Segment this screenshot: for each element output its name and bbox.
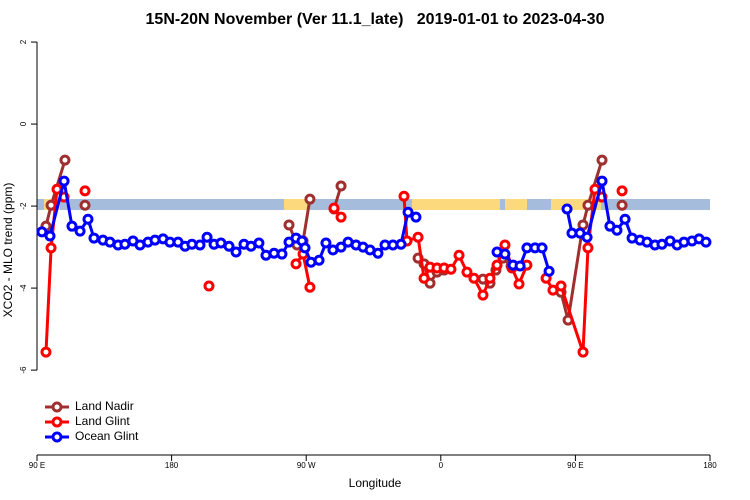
- point: [484, 272, 496, 284]
- point: [335, 180, 347, 192]
- point: [536, 242, 548, 254]
- y-axis-label: XCO2 - MLO trend (ppm): [1, 183, 15, 318]
- point: [499, 248, 511, 260]
- point: [283, 219, 295, 231]
- series: [36, 175, 712, 277]
- point: [223, 240, 235, 252]
- x-tick-label: 0: [439, 461, 444, 470]
- point: [561, 203, 573, 215]
- point: [616, 199, 628, 211]
- point: [543, 265, 555, 277]
- chart-title: 15N-20N November (Ver 11.1_late) 2019-01…: [146, 11, 605, 28]
- legend-marker: [51, 401, 63, 413]
- point: [58, 175, 70, 187]
- y-tick-label: 0: [19, 121, 28, 126]
- point: [596, 175, 608, 187]
- point: [79, 185, 91, 197]
- legend-label: Ocean Glint: [75, 429, 139, 443]
- point: [328, 202, 340, 214]
- point: [74, 225, 86, 237]
- point: [445, 263, 457, 275]
- point: [499, 239, 511, 251]
- x-tick-label: 180: [703, 461, 717, 470]
- point: [40, 346, 52, 358]
- point: [203, 280, 215, 292]
- x-tick-label: 90 W: [297, 461, 316, 470]
- point: [581, 231, 593, 243]
- point: [398, 190, 410, 202]
- point: [335, 241, 347, 253]
- point: [491, 259, 503, 271]
- point: [582, 199, 594, 211]
- y-tick-label: 2: [19, 39, 28, 44]
- land-patch: [551, 199, 601, 210]
- surface-band: [37, 199, 710, 210]
- point: [395, 238, 407, 250]
- point: [477, 289, 489, 301]
- point: [596, 154, 608, 166]
- y-tick-label: -6: [19, 366, 28, 374]
- point: [320, 237, 332, 249]
- point: [194, 239, 206, 251]
- point: [402, 206, 414, 218]
- point: [619, 213, 631, 225]
- point: [412, 231, 424, 243]
- legend-marker: [51, 416, 63, 428]
- point: [276, 248, 288, 260]
- point: [461, 266, 473, 278]
- point: [555, 280, 567, 292]
- point: [577, 346, 589, 358]
- x-axis-label: Longitude: [349, 476, 402, 490]
- point: [547, 284, 559, 296]
- point: [514, 260, 526, 272]
- point: [616, 185, 628, 197]
- point: [82, 213, 94, 225]
- point: [453, 249, 465, 261]
- y-tick-label: -2: [19, 202, 28, 210]
- point: [79, 199, 91, 211]
- point: [59, 154, 71, 166]
- point: [335, 211, 347, 223]
- land-patch: [505, 199, 527, 210]
- land-patch: [284, 199, 310, 210]
- point: [88, 232, 100, 244]
- x-tick-label: 180: [165, 461, 179, 470]
- point: [201, 231, 213, 243]
- point: [304, 281, 316, 293]
- point: [313, 254, 325, 266]
- point: [562, 314, 574, 326]
- point: [700, 236, 712, 248]
- point: [253, 237, 265, 249]
- x-tick-label: 90 E: [567, 461, 583, 470]
- point: [582, 242, 594, 254]
- point: [45, 199, 57, 211]
- legend-marker: [51, 431, 63, 443]
- point: [45, 242, 57, 254]
- land-patch: [412, 199, 500, 210]
- point: [372, 247, 384, 259]
- point: [299, 242, 311, 254]
- point: [468, 272, 480, 284]
- ocean-band: [37, 199, 710, 210]
- legend-label: Land Nadir: [75, 399, 134, 413]
- point: [290, 258, 302, 270]
- point: [36, 226, 48, 238]
- point: [611, 224, 623, 236]
- point: [410, 211, 422, 223]
- point: [66, 220, 78, 232]
- point: [418, 272, 430, 284]
- point: [304, 193, 316, 205]
- point: [513, 278, 525, 290]
- legend-label: Land Glint: [75, 414, 130, 428]
- point: [44, 230, 56, 242]
- point: [230, 246, 242, 258]
- y-tick-label: -4: [19, 284, 28, 292]
- x-tick-label: 90 E: [29, 461, 45, 470]
